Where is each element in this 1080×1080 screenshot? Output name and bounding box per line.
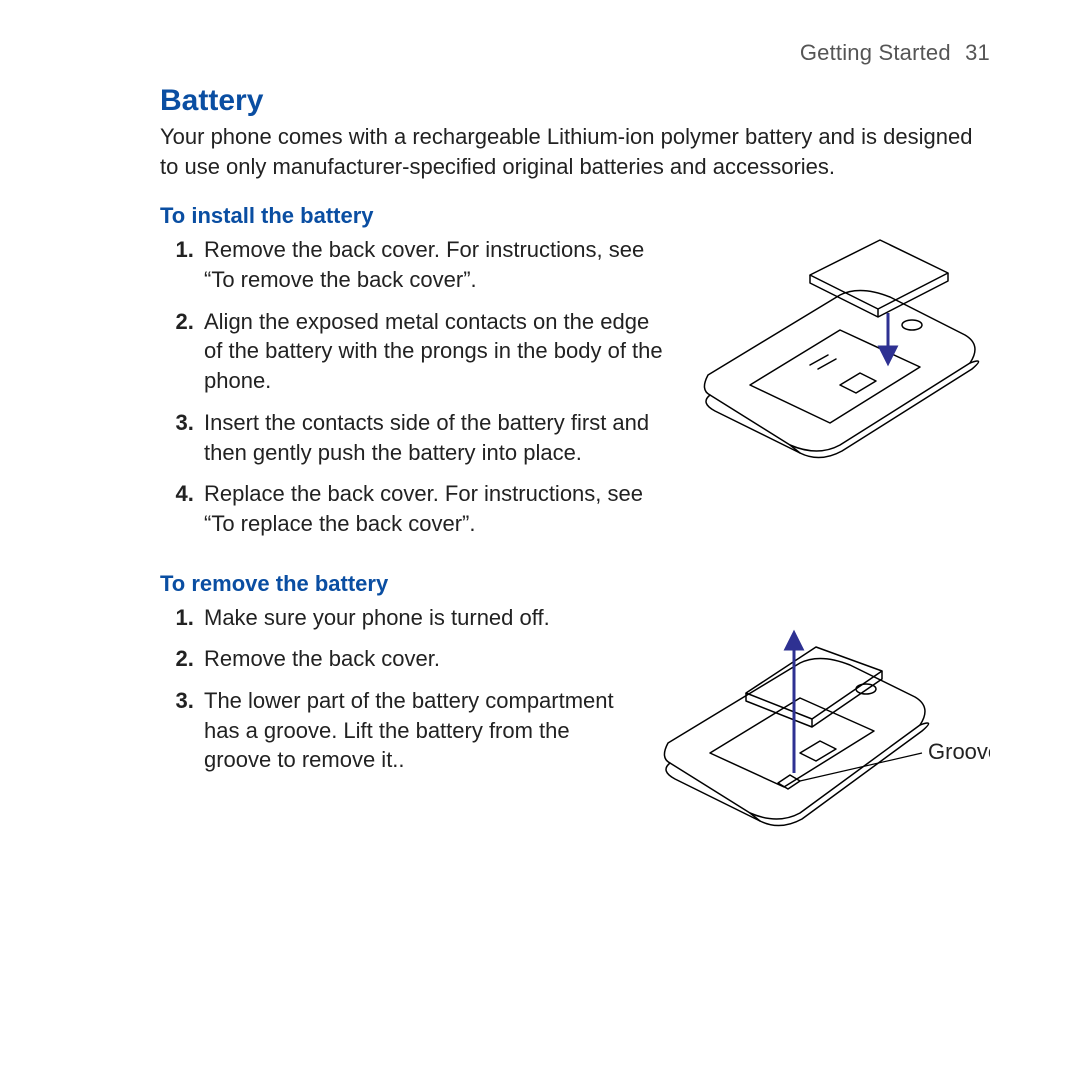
list-item: Make sure your phone is turned off.: [200, 603, 626, 633]
section-title: Battery: [160, 84, 990, 118]
list-item: The lower part of the battery compartmen…: [200, 686, 626, 775]
remove-row: Make sure your phone is turned off. Remo…: [160, 603, 990, 833]
list-item: Replace the back cover. For instructions…: [200, 479, 666, 538]
remove-title: To remove the battery: [160, 571, 990, 597]
install-text: Remove the back cover. For instructions,…: [160, 235, 666, 550]
install-steps: Remove the back cover. For instructions,…: [160, 235, 666, 538]
list-item: Remove the back cover. For instructions,…: [200, 235, 666, 294]
remove-battery-diagram-icon: Groove: [650, 603, 990, 833]
install-row: Remove the back cover. For instructions,…: [160, 235, 990, 550]
groove-callout-label: Groove: [928, 739, 990, 764]
chapter-title: Getting Started: [800, 40, 951, 65]
section-intro: Your phone comes with a rechargeable Lit…: [160, 122, 990, 181]
page-header: Getting Started 31: [160, 40, 990, 66]
remove-figure: Groove: [650, 603, 990, 833]
list-item: Align the exposed metal contacts on the …: [200, 307, 666, 396]
install-title: To install the battery: [160, 203, 990, 229]
remove-steps: Make sure your phone is turned off. Remo…: [160, 603, 626, 775]
list-item: Insert the contacts side of the battery …: [200, 408, 666, 467]
remove-text: Make sure your phone is turned off. Remo…: [160, 603, 626, 787]
install-battery-diagram-icon: [690, 235, 990, 465]
document-page: Getting Started 31 Battery Your phone co…: [0, 0, 1080, 1080]
list-item: Remove the back cover.: [200, 644, 626, 674]
install-figure: [690, 235, 990, 465]
page-number: 31: [965, 40, 990, 65]
